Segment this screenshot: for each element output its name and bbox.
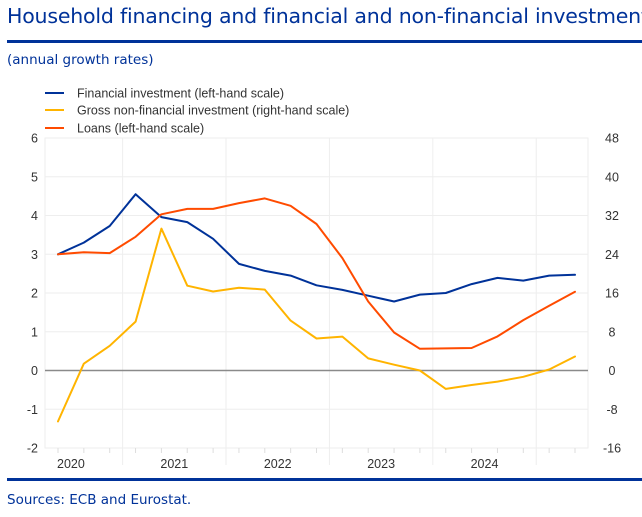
y-left-tick-label: 3 xyxy=(31,248,38,262)
y-left-tick-label: 0 xyxy=(31,364,38,378)
chart-subtitle: (annual growth rates) xyxy=(7,52,154,68)
x-tick-label: 2022 xyxy=(264,457,292,471)
legend-label: Gross non-financial investment (right-ha… xyxy=(77,104,349,118)
y-right-tick-label: -8 xyxy=(606,403,617,417)
legend-label: Financial investment (left-hand scale) xyxy=(77,87,284,101)
x-tick-label: 2020 xyxy=(57,457,85,471)
title-rule xyxy=(7,40,642,43)
y-right-tick-label: 40 xyxy=(605,170,619,184)
y-left-tick-label: -2 xyxy=(27,442,38,456)
x-tick-label: 2023 xyxy=(367,457,395,471)
grid xyxy=(44,137,589,465)
series-line-gross-non-financial-investment xyxy=(57,227,576,423)
y-left-tick-label: -1 xyxy=(27,403,38,417)
x-tick-label: 2024 xyxy=(471,457,499,471)
y-left-tick-label: 6 xyxy=(31,132,38,146)
chart-title: Household financing and financial and no… xyxy=(7,4,642,28)
y-left-tick-label: 5 xyxy=(31,170,38,184)
y-right-tick-label: 0 xyxy=(609,364,616,378)
x-tick-label: 2021 xyxy=(160,457,188,471)
legend-label: Loans (left-hand scale) xyxy=(77,122,204,136)
series-line-loans xyxy=(57,197,576,350)
y-left-tick-label: 1 xyxy=(31,325,38,339)
footer-rule xyxy=(7,478,642,481)
series-line-financial-investment xyxy=(57,193,576,303)
y-right-tick-label: 24 xyxy=(605,248,619,262)
y-right-tick-label: -16 xyxy=(603,442,621,456)
y-right-tick-label: 32 xyxy=(605,209,619,223)
series-lines xyxy=(57,193,576,423)
y-left-tick-label: 2 xyxy=(31,287,38,301)
y-right-tick-label: 16 xyxy=(605,287,619,301)
legend: Financial investment (left-hand scale) Gr… xyxy=(45,87,349,136)
y-right-tick-label: 48 xyxy=(605,132,619,146)
y-right-tick-label: 8 xyxy=(609,325,616,339)
y-left-tick-label: 4 xyxy=(31,209,38,223)
source-note: Sources: ECB and Eurostat. xyxy=(7,492,192,508)
